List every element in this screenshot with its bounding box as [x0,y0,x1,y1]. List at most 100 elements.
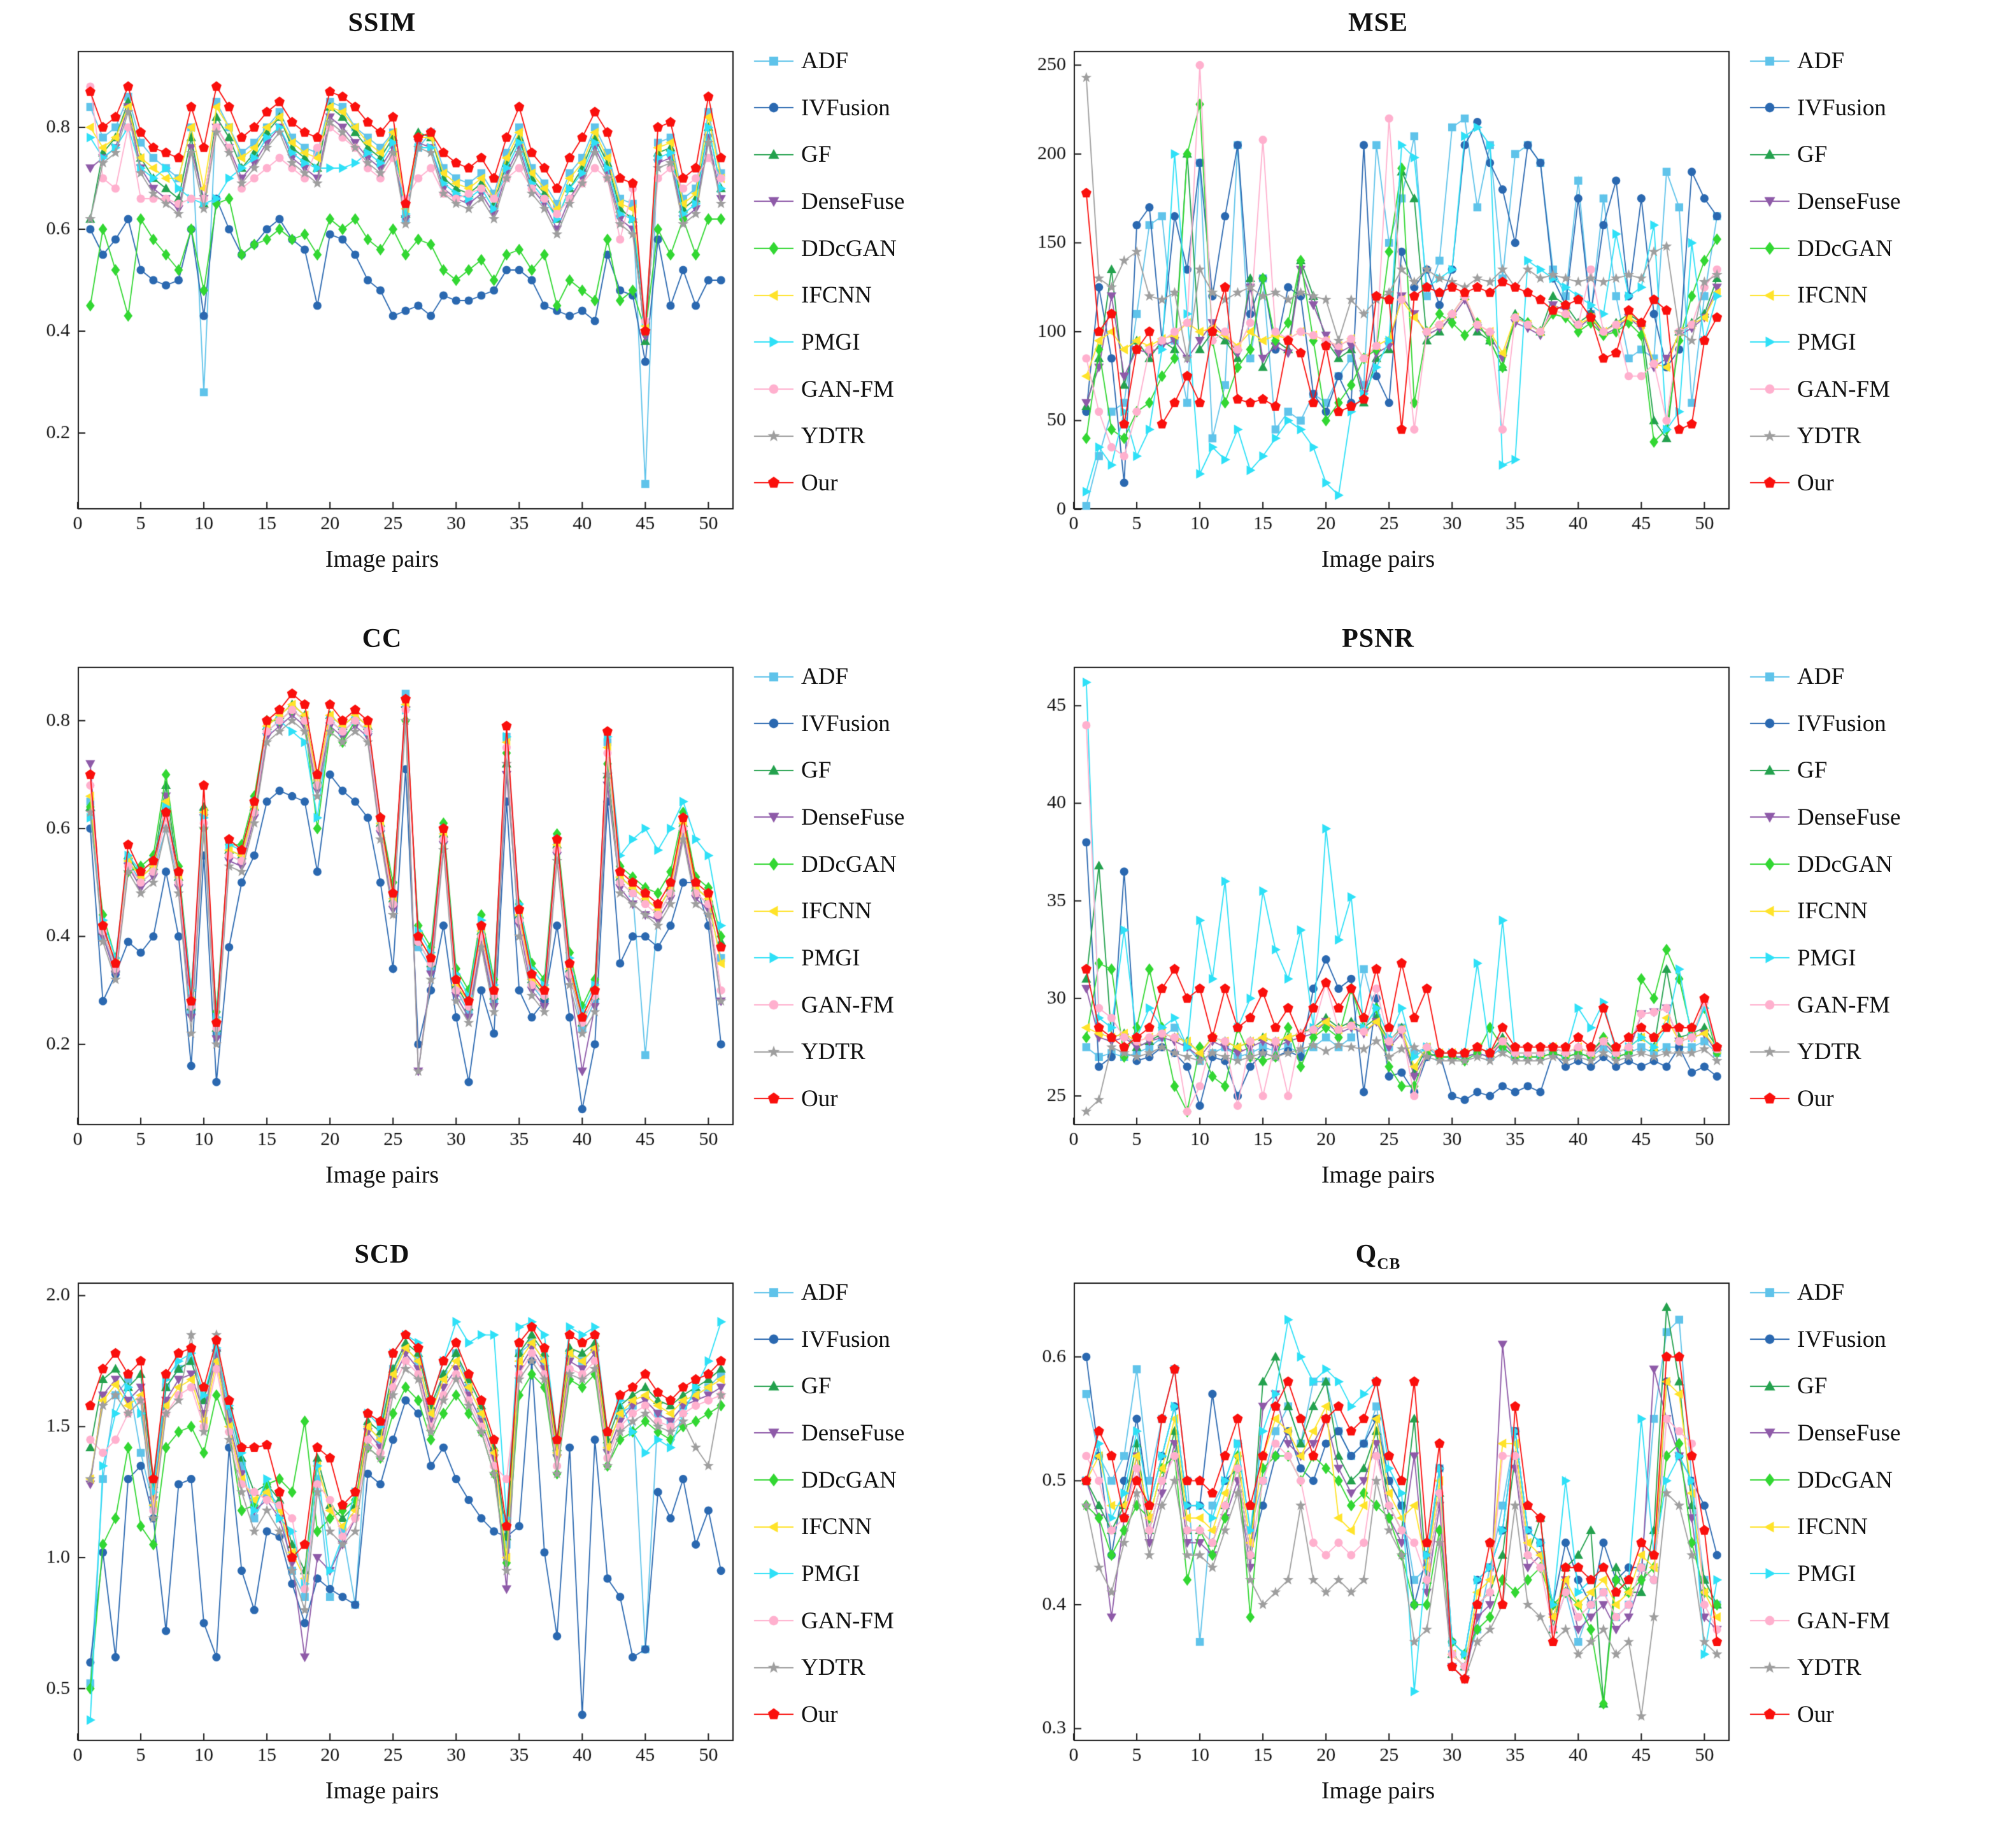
diamond-marker-icon [750,238,797,260]
triangle-right-marker-icon [750,331,797,353]
legend-item-ydtr: YDTR [750,1654,904,1681]
legend-item-ddcgan: DDcGAN [1746,1467,1900,1494]
legend-label: DDcGAN [801,235,897,262]
legend-item-gf: GF [750,1372,904,1400]
legend-item-ydtr: YDTR [750,1038,904,1065]
legend-item-ydtr: YDTR [1746,1038,1900,1065]
chart-canvas-qcb [1015,1272,1741,1782]
legend-label: GF [801,1373,832,1400]
legend-label: ADF [801,1279,849,1305]
triangle-up-marker-icon [750,759,797,781]
chart-title-psnr: PSNR [1342,624,1414,653]
chart-canvas-cc [19,657,745,1166]
pentagon-marker-icon [1746,472,1793,494]
triangle-left-marker-icon [750,1516,797,1538]
legend-label: DDcGAN [801,851,897,878]
legend-label: IVFusion [801,710,890,737]
legend-label: ADF [1797,1279,1845,1305]
legend-item-our: Our [1746,469,1900,497]
legend-label: PMGI [801,1560,860,1587]
legend-label: DDcGAN [801,1467,897,1493]
circle-marker-icon [750,713,797,735]
legend-label: GAN-FM [801,376,894,402]
triangle-left-marker-icon [1746,284,1793,306]
pentagon-marker-icon [750,1088,797,1110]
legend-label: IFCNN [1797,898,1868,925]
chart-title-qcb: QCB [1355,1240,1401,1273]
legend-label: Our [1797,469,1834,496]
chart-title-mse: MSE [1348,8,1408,38]
star-marker-icon [1746,1656,1793,1679]
square-marker-icon [750,665,797,688]
legend-item-ddcgan: DDcGAN [750,1467,904,1494]
x-axis-label: Image pairs [1321,1777,1435,1804]
circle-marker-icon [750,97,797,119]
legend-item-ydtr: YDTR [1746,422,1900,450]
legend-scd: ADF IVFusion GF DenseFuse DDcGAN IFCNN PMGI GAN… [750,1279,904,1728]
legend-label: IVFusion [1797,1326,1886,1353]
chart-panel-ssim: SSIM ADF IVFusion GF DenseFuse DDcGAN IFCNN PMG… [0,0,996,616]
triangle-left-marker-icon [750,284,797,306]
legend-label: YDTR [1797,1039,1861,1065]
legend-cc: ADF IVFusion GF DenseFuse DDcGAN IFCNN PMGI GAN… [750,663,904,1112]
legend-item-adf: ADF [1746,1279,1900,1306]
legend-label: DenseFuse [1797,804,1901,830]
legend-label: DenseFuse [1797,1419,1901,1446]
triangle-up-marker-icon [1746,143,1793,166]
legend-ssim: ADF IVFusion GF DenseFuse DDcGAN IFCNN PMGI GAN… [750,47,904,497]
legend-item-densefuse: DenseFuse [750,1419,904,1447]
x-axis-label: Image pairs [1321,546,1435,572]
legend-label: DenseFuse [801,188,905,215]
legend-item-ivfusion: IVFusion [750,710,904,737]
legend-psnr: ADF IVFusion GF DenseFuse DDcGAN IFCNN PMGI GAN… [1746,663,1900,1112]
legend-label: DDcGAN [1797,235,1893,262]
pentagon-marker-icon [1746,1703,1793,1726]
legend-item-gf: GF [1746,1372,1900,1400]
legend-item-ivfusion: IVFusion [1746,710,1900,737]
chart-panel-qcb: QCB ADF IVFusion GF DenseFuse DDcGAN IFCNN PMGI… [996,1232,1992,1847]
legend-qcb: ADF IVFusion GF DenseFuse DDcGAN IFCNN PMGI GAN… [1746,1279,1900,1728]
triangle-left-marker-icon [750,900,797,922]
square-marker-icon [750,50,797,72]
legend-label: YDTR [801,1039,865,1065]
legend-item-ifcnn: IFCNN [1746,1513,1900,1540]
triangle-left-marker-icon [1746,900,1793,922]
triangle-down-marker-icon [750,806,797,828]
legend-label: ADF [1797,48,1845,74]
chart-panel-cc: CC ADF IVFusion GF DenseFuse DDcGAN IFCNN PMGI G… [0,616,996,1232]
legend-label: DenseFuse [801,1419,905,1446]
square-marker-icon [1746,665,1793,688]
legend-item-adf: ADF [750,47,904,75]
x-axis-label: Image pairs [325,1162,439,1188]
triangle-left-marker-icon [1746,1516,1793,1538]
legend-label: GF [1797,757,1828,784]
legend-item-ivfusion: IVFusion [1746,94,1900,122]
legend-item-ifcnn: IFCNN [1746,897,1900,925]
legend-label: PMGI [1797,329,1856,355]
legend-label: GF [801,757,832,784]
legend-label: GAN-FM [801,992,894,1018]
circle-marker-icon [750,994,797,1016]
legend-item-adf: ADF [750,1279,904,1306]
triangle-right-marker-icon [1746,947,1793,969]
legend-item-ifcnn: IFCNN [1746,281,1900,309]
legend-label: GF [1797,1373,1828,1400]
legend-item-pmgi: PMGI [1746,329,1900,356]
legend-label: YDTR [1797,423,1861,450]
triangle-right-marker-icon [750,1563,797,1585]
circle-marker-icon [750,378,797,401]
legend-item-ddcgan: DDcGAN [750,235,904,262]
legend-item-ivfusion: IVFusion [750,94,904,122]
legend-label: PMGI [1797,944,1856,971]
triangle-up-marker-icon [750,1375,797,1397]
square-marker-icon [750,1281,797,1304]
legend-label: Our [801,469,838,496]
pentagon-marker-icon [1746,1088,1793,1110]
circle-marker-icon [1746,97,1793,119]
legend-item-our: Our [1746,1701,1900,1728]
legend-label: IFCNN [1797,1514,1868,1540]
legend-item-gf: GF [1746,757,1900,784]
circle-marker-icon [750,1328,797,1351]
triangle-up-marker-icon [750,143,797,166]
